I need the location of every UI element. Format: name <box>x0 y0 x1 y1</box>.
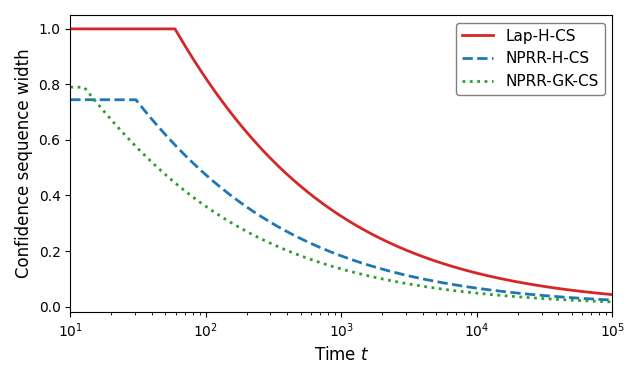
NPRR-GK-CS <box>540 296 547 301</box>
Lap-H-CS <box>128 27 136 31</box>
NPRR-GK-CS <box>128 140 136 145</box>
Line: Lap-H-CS: Lap-H-CS <box>70 29 612 294</box>
Line: NPRR-GK-CS: NPRR-GK-CS <box>70 87 612 302</box>
NPRR-H-CS <box>298 237 305 241</box>
Lap-H-CS <box>275 164 282 168</box>
Lap-H-CS <box>67 27 74 31</box>
Legend: Lap-H-CS, NPRR-H-CS, NPRR-GK-CS: Lap-H-CS, NPRR-H-CS, NPRR-GK-CS <box>456 23 605 95</box>
NPRR-GK-CS <box>598 299 605 304</box>
Lap-H-CS <box>161 27 168 31</box>
NPRR-GK-CS <box>275 244 282 249</box>
Lap-H-CS <box>298 185 305 190</box>
Lap-H-CS <box>609 292 616 297</box>
Line: NPRR-H-CS: NPRR-H-CS <box>70 100 612 300</box>
NPRR-H-CS <box>609 298 616 302</box>
Y-axis label: Confidence sequence width: Confidence sequence width <box>15 49 33 278</box>
NPRR-GK-CS <box>298 254 305 258</box>
NPRR-H-CS <box>161 131 168 136</box>
NPRR-GK-CS <box>609 300 616 304</box>
X-axis label: Time $t$: Time $t$ <box>314 346 369 364</box>
Lap-H-CS <box>598 291 605 296</box>
NPRR-H-CS <box>275 224 282 229</box>
NPRR-GK-CS <box>67 85 74 89</box>
NPRR-H-CS <box>128 97 136 102</box>
NPRR-H-CS <box>598 297 605 302</box>
NPRR-H-CS <box>540 293 547 298</box>
NPRR-H-CS <box>67 97 74 102</box>
Lap-H-CS <box>540 284 547 288</box>
NPRR-GK-CS <box>161 171 168 176</box>
